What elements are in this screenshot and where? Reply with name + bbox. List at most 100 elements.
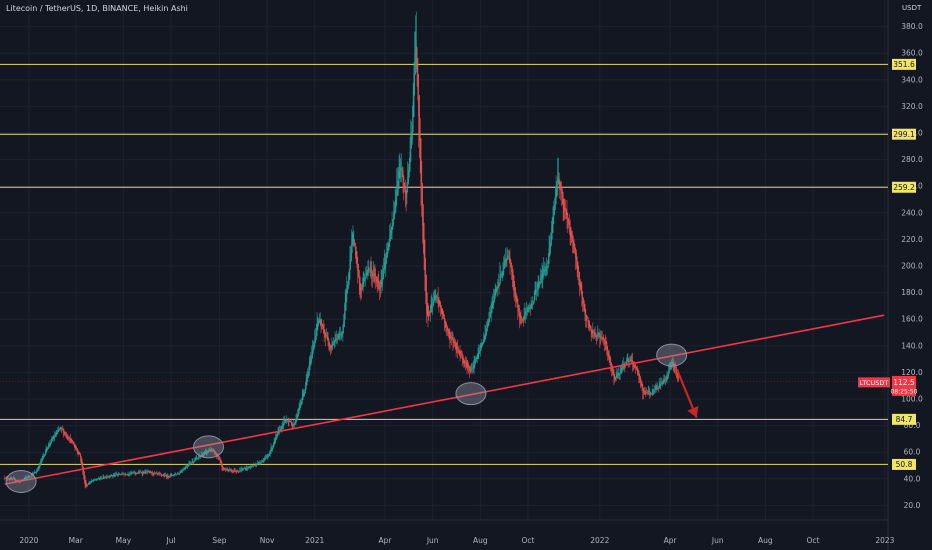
candle-body	[41, 460, 42, 464]
candle-body	[5, 477, 6, 479]
candle-body	[141, 471, 142, 473]
candle-body	[297, 414, 298, 420]
candle-body	[604, 339, 605, 344]
candle-body	[150, 471, 152, 473]
candle-body	[297, 410, 299, 417]
candle-body	[395, 199, 397, 209]
candle-body	[145, 472, 147, 473]
candle-body	[526, 311, 527, 315]
candle-body	[172, 475, 173, 476]
candle-body	[654, 390, 655, 392]
candle-body	[71, 440, 73, 441]
y-tick-label: 240.0	[901, 208, 923, 217]
candle-body	[34, 472, 35, 474]
candle-body	[375, 274, 377, 278]
candle-body	[240, 469, 242, 471]
candle-body	[525, 313, 526, 315]
candle-body	[309, 360, 311, 371]
candle-body	[96, 479, 98, 481]
candle-body	[69, 438, 70, 440]
candle-body	[326, 335, 328, 337]
candle-body	[47, 448, 48, 451]
price-label: 50.8	[896, 460, 913, 469]
candle-body	[88, 483, 90, 485]
candle-body	[635, 365, 637, 368]
candle-body	[426, 274, 427, 310]
candle-body	[130, 472, 132, 474]
y-tick-label: 120.0	[901, 368, 923, 377]
candle-body	[383, 262, 385, 274]
candle-body	[566, 210, 568, 215]
candle-body	[107, 476, 109, 478]
candle-body	[237, 471, 239, 473]
candle-body	[153, 473, 155, 475]
candle-body	[458, 348, 459, 352]
candle-body	[524, 311, 526, 319]
candle-body	[540, 274, 542, 281]
candle-body	[169, 476, 170, 478]
candle-body	[390, 229, 391, 242]
x-tick-label: 2021	[305, 536, 324, 545]
candle-body	[290, 421, 292, 424]
candle-body	[148, 471, 150, 473]
candle-body	[215, 451, 216, 454]
candle-body	[239, 469, 241, 472]
candle-body	[553, 206, 555, 225]
candle-body	[236, 470, 237, 472]
candle-body	[431, 302, 433, 309]
candle-body	[151, 472, 153, 474]
candle-body	[406, 190, 408, 194]
candle-body	[294, 424, 295, 426]
candle-body	[80, 453, 81, 459]
candle-body	[513, 275, 515, 287]
candle-body	[633, 363, 635, 366]
candle-body	[493, 300, 494, 306]
candle-body	[226, 469, 228, 470]
candle-body	[201, 455, 203, 457]
candle-body	[564, 205, 566, 210]
candle-body	[195, 458, 197, 461]
candle-body	[179, 473, 180, 474]
candle-body	[257, 462, 259, 465]
candle-body	[550, 241, 551, 250]
candle-body	[215, 452, 217, 456]
candle-body	[26, 477, 27, 479]
candle-body	[137, 472, 139, 474]
candle-body	[476, 357, 478, 360]
candle-body	[512, 271, 514, 279]
candle-body	[637, 368, 639, 373]
candle-body	[363, 278, 365, 285]
candle-body	[158, 473, 160, 475]
candle-body	[467, 364, 469, 366]
candle-body	[314, 338, 316, 348]
candle-body	[214, 450, 216, 453]
candle-body	[618, 373, 620, 376]
candle-body	[560, 183, 562, 192]
candle-body	[551, 225, 553, 240]
candle-body	[372, 271, 373, 277]
candle-body	[83, 466, 84, 476]
candle-body	[495, 288, 497, 295]
candle-body	[131, 472, 133, 474]
candle-body	[558, 178, 560, 184]
candle-body	[539, 283, 541, 285]
candle-body	[181, 470, 183, 472]
candle-body	[92, 480, 94, 482]
candle-body	[609, 355, 611, 364]
candle-body	[246, 467, 248, 469]
candle-body	[271, 447, 273, 452]
candle-body	[190, 462, 192, 464]
candle-body	[586, 314, 587, 321]
candle-body	[292, 424, 294, 426]
candle-body	[184, 468, 186, 470]
candle-body	[89, 482, 91, 484]
x-tick-label: 2022	[590, 536, 609, 545]
candle-body	[267, 456, 269, 458]
candle-body	[85, 479, 87, 487]
candle-body	[468, 365, 469, 368]
candle-body	[193, 461, 195, 463]
candle-body	[144, 472, 145, 473]
candle-body	[333, 341, 334, 346]
candle-body	[39, 463, 41, 469]
